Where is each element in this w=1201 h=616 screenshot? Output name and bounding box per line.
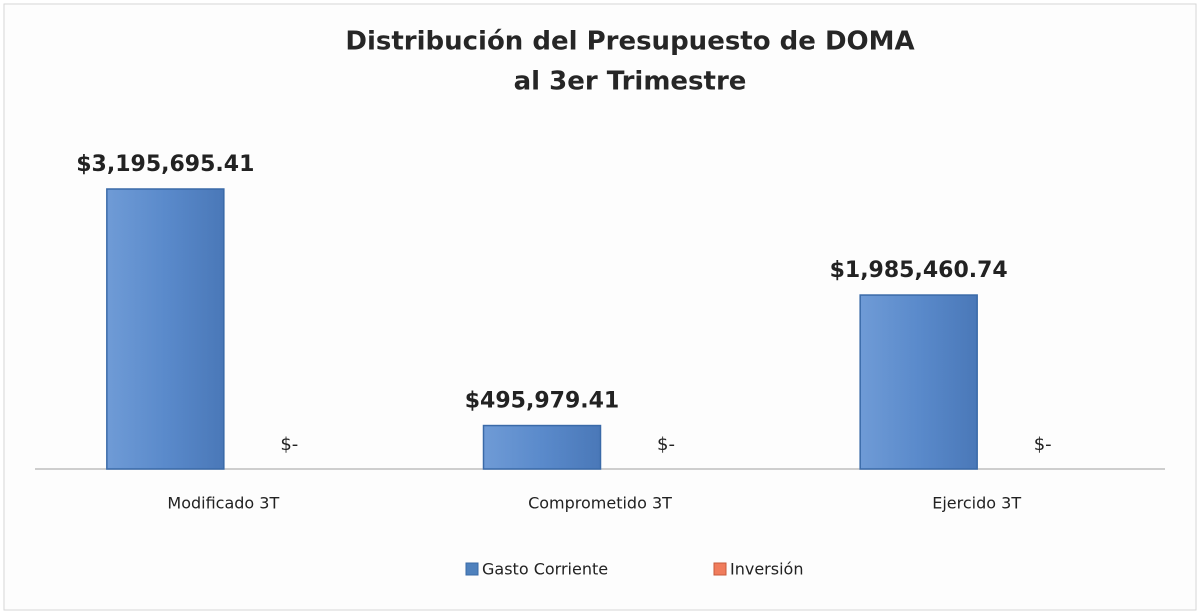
legend-label: Gasto Corriente <box>482 560 608 579</box>
x-tick-label: Ejercido 3T <box>932 494 1021 513</box>
data-label: $495,979.41 <box>465 389 619 414</box>
legend-swatch <box>713 562 727 576</box>
data-label: $1,985,460.74 <box>830 258 1008 283</box>
data-label: $- <box>280 434 298 455</box>
x-tick-label: Comprometido 3T <box>528 494 672 513</box>
legend-swatch <box>465 562 479 576</box>
bar <box>106 188 225 470</box>
data-label: $- <box>1034 434 1052 455</box>
bar <box>482 424 602 470</box>
legend-label: Inversión <box>730 560 803 579</box>
data-label: $- <box>657 434 675 455</box>
chart-subtitle: al 3er Trimestre <box>514 67 747 97</box>
chart-title: Distribución del Presupuesto de DOMA <box>345 27 914 57</box>
x-tick-label: Modificado 3T <box>167 494 279 513</box>
bar <box>859 294 978 470</box>
data-label: $3,195,695.41 <box>76 152 254 177</box>
